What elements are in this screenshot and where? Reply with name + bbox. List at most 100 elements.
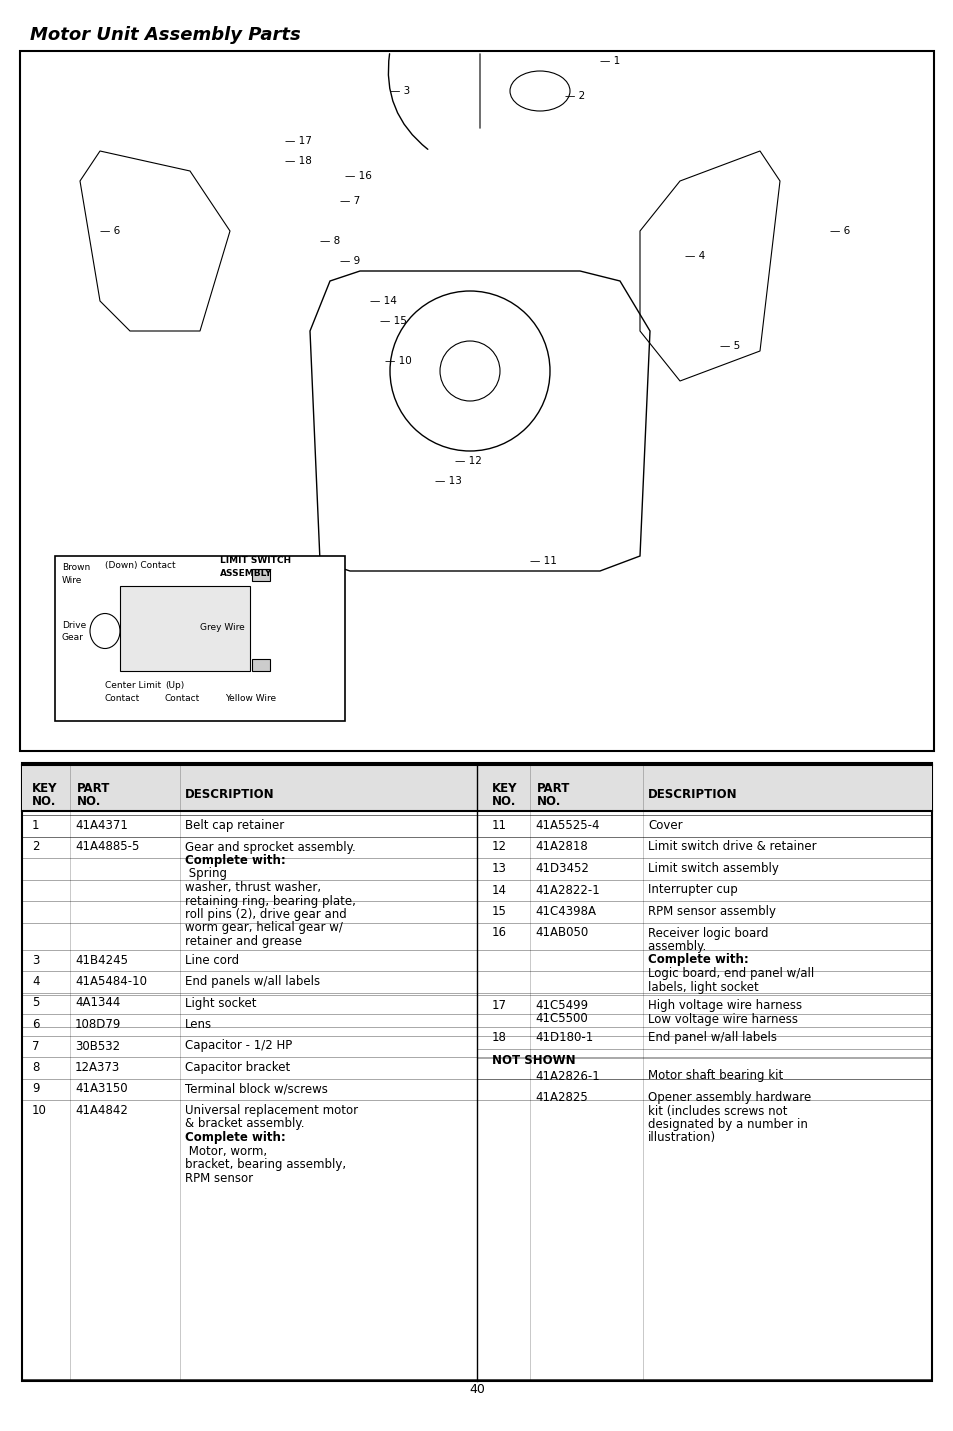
Text: 41A2818: 41A2818	[535, 840, 587, 853]
Text: — 8: — 8	[319, 236, 340, 246]
Text: Cover: Cover	[647, 819, 682, 831]
Text: retaining ring, bearing plate,: retaining ring, bearing plate,	[185, 894, 355, 907]
Text: Center Limit: Center Limit	[105, 681, 161, 690]
Text: 7: 7	[32, 1039, 39, 1052]
Text: KEY: KEY	[492, 781, 517, 796]
Text: Logic board, end panel w/all: Logic board, end panel w/all	[647, 967, 814, 980]
Text: — 6: — 6	[100, 226, 120, 236]
Text: 41A2822-1: 41A2822-1	[535, 883, 599, 896]
Text: Gear and sprocket assembly.: Gear and sprocket assembly.	[185, 840, 355, 853]
Text: 1: 1	[32, 819, 39, 831]
Text: 10: 10	[32, 1103, 47, 1118]
Text: Light socket: Light socket	[185, 996, 256, 1009]
Text: bracket, bearing assembly,: bracket, bearing assembly,	[185, 1158, 346, 1171]
Bar	[22, 766, 931, 811]
Text: — 9: — 9	[339, 256, 360, 266]
Text: Motor Unit Assembly Parts: Motor Unit Assembly Parts	[30, 26, 300, 44]
Text: — 11: — 11	[530, 557, 557, 567]
Text: — 5: — 5	[720, 341, 740, 351]
Text: — 12: — 12	[455, 456, 481, 467]
Text: 41A3150: 41A3150	[75, 1082, 128, 1096]
Text: LIMIT SWITCH: LIMIT SWITCH	[220, 557, 291, 565]
Text: assembly.: assembly.	[647, 940, 709, 953]
Text: 41AB050: 41AB050	[535, 926, 588, 940]
Text: PART: PART	[537, 781, 570, 796]
Text: Belt cap retainer: Belt cap retainer	[185, 819, 284, 831]
Text: Capacitor bracket: Capacitor bracket	[185, 1060, 290, 1075]
Text: Motor, worm,: Motor, worm,	[185, 1145, 267, 1158]
Text: — 18: — 18	[285, 156, 312, 166]
Text: — 16: — 16	[345, 170, 372, 180]
Text: 108D79: 108D79	[75, 1017, 121, 1030]
Text: 16: 16	[492, 926, 506, 940]
Text: Receiver logic board: Receiver logic board	[647, 926, 768, 940]
Text: 18: 18	[492, 1030, 506, 1045]
Text: DESCRIPTION: DESCRIPTION	[647, 788, 737, 801]
Text: Terminal block w/screws: Terminal block w/screws	[185, 1082, 328, 1096]
Text: 3: 3	[32, 953, 39, 966]
Text: — 3: — 3	[390, 86, 410, 96]
Text: Line cord: Line cord	[185, 953, 239, 966]
Text: illustration): illustration)	[647, 1132, 716, 1145]
Text: Limit switch drive & retainer: Limit switch drive & retainer	[647, 840, 816, 853]
Text: RPM sensor: RPM sensor	[185, 1172, 253, 1185]
Text: 11: 11	[492, 819, 506, 831]
Text: 41B4245: 41B4245	[75, 953, 128, 966]
Text: 41A2826-1: 41A2826-1	[535, 1069, 599, 1082]
Text: — 2: — 2	[564, 92, 584, 102]
Text: — 10: — 10	[385, 356, 412, 366]
Text: — 17: — 17	[285, 136, 312, 146]
Text: 2: 2	[32, 840, 39, 853]
Text: 17: 17	[492, 999, 506, 1012]
Text: High voltage wire harness: High voltage wire harness	[647, 999, 801, 1012]
Text: Lens: Lens	[185, 1017, 212, 1030]
Text: Universal replacement motor: Universal replacement motor	[185, 1103, 357, 1118]
Text: Complete with:: Complete with:	[647, 953, 748, 966]
Text: 41A5525-4: 41A5525-4	[535, 819, 598, 831]
Bar	[55, 557, 345, 721]
Text: — 6: — 6	[829, 226, 849, 236]
Text: — 15: — 15	[379, 316, 406, 326]
Text: — 1: — 1	[599, 56, 619, 66]
Text: retainer and grease: retainer and grease	[185, 934, 302, 947]
Text: Complete with:: Complete with:	[185, 854, 286, 867]
Text: 41A2825: 41A2825	[535, 1090, 587, 1103]
Text: 30B532: 30B532	[75, 1039, 120, 1052]
Text: 12: 12	[492, 840, 506, 853]
Text: roll pins (2), drive gear and: roll pins (2), drive gear and	[185, 909, 346, 922]
Bar	[120, 587, 250, 671]
Text: washer, thrust washer,: washer, thrust washer,	[185, 881, 321, 894]
Text: Motor shaft bearing kit: Motor shaft bearing kit	[647, 1069, 782, 1082]
Text: — 7: — 7	[339, 196, 360, 206]
Text: — 14: — 14	[370, 296, 396, 306]
Text: (Down) Contact: (Down) Contact	[105, 561, 175, 570]
Text: NO.: NO.	[32, 796, 56, 809]
Text: 6: 6	[32, 1017, 39, 1030]
Text: Drive: Drive	[62, 621, 86, 630]
Text: — 4: — 4	[684, 250, 704, 260]
Text: 41C5500: 41C5500	[535, 1013, 587, 1026]
Text: 12A373: 12A373	[75, 1060, 120, 1075]
Text: kit (includes screws not: kit (includes screws not	[647, 1105, 786, 1118]
Text: Grey Wire: Grey Wire	[200, 622, 245, 633]
Text: 4A1344: 4A1344	[75, 996, 120, 1009]
Text: 41A5484-10: 41A5484-10	[75, 975, 147, 987]
Text: (Up): (Up)	[165, 681, 184, 690]
Bar	[22, 763, 931, 1381]
Text: Capacitor - 1/2 HP: Capacitor - 1/2 HP	[185, 1039, 292, 1052]
Text: Complete with:: Complete with:	[185, 1130, 286, 1143]
Text: RPM sensor assembly: RPM sensor assembly	[647, 904, 775, 919]
Text: NO.: NO.	[537, 796, 560, 809]
Text: Interrupter cup: Interrupter cup	[647, 883, 737, 896]
Text: KEY: KEY	[32, 781, 57, 796]
Text: DESCRIPTION: DESCRIPTION	[185, 788, 274, 801]
Text: — 13: — 13	[435, 477, 461, 487]
Text: 14: 14	[492, 883, 506, 896]
Text: 13: 13	[492, 861, 506, 874]
Text: Wire: Wire	[62, 577, 82, 585]
Text: Spring: Spring	[185, 867, 227, 880]
Text: 41C4398A: 41C4398A	[535, 904, 596, 919]
Text: Yellow Wire: Yellow Wire	[225, 694, 275, 703]
Text: 41A4842: 41A4842	[75, 1103, 128, 1118]
Text: NOT SHOWN: NOT SHOWN	[492, 1053, 575, 1066]
